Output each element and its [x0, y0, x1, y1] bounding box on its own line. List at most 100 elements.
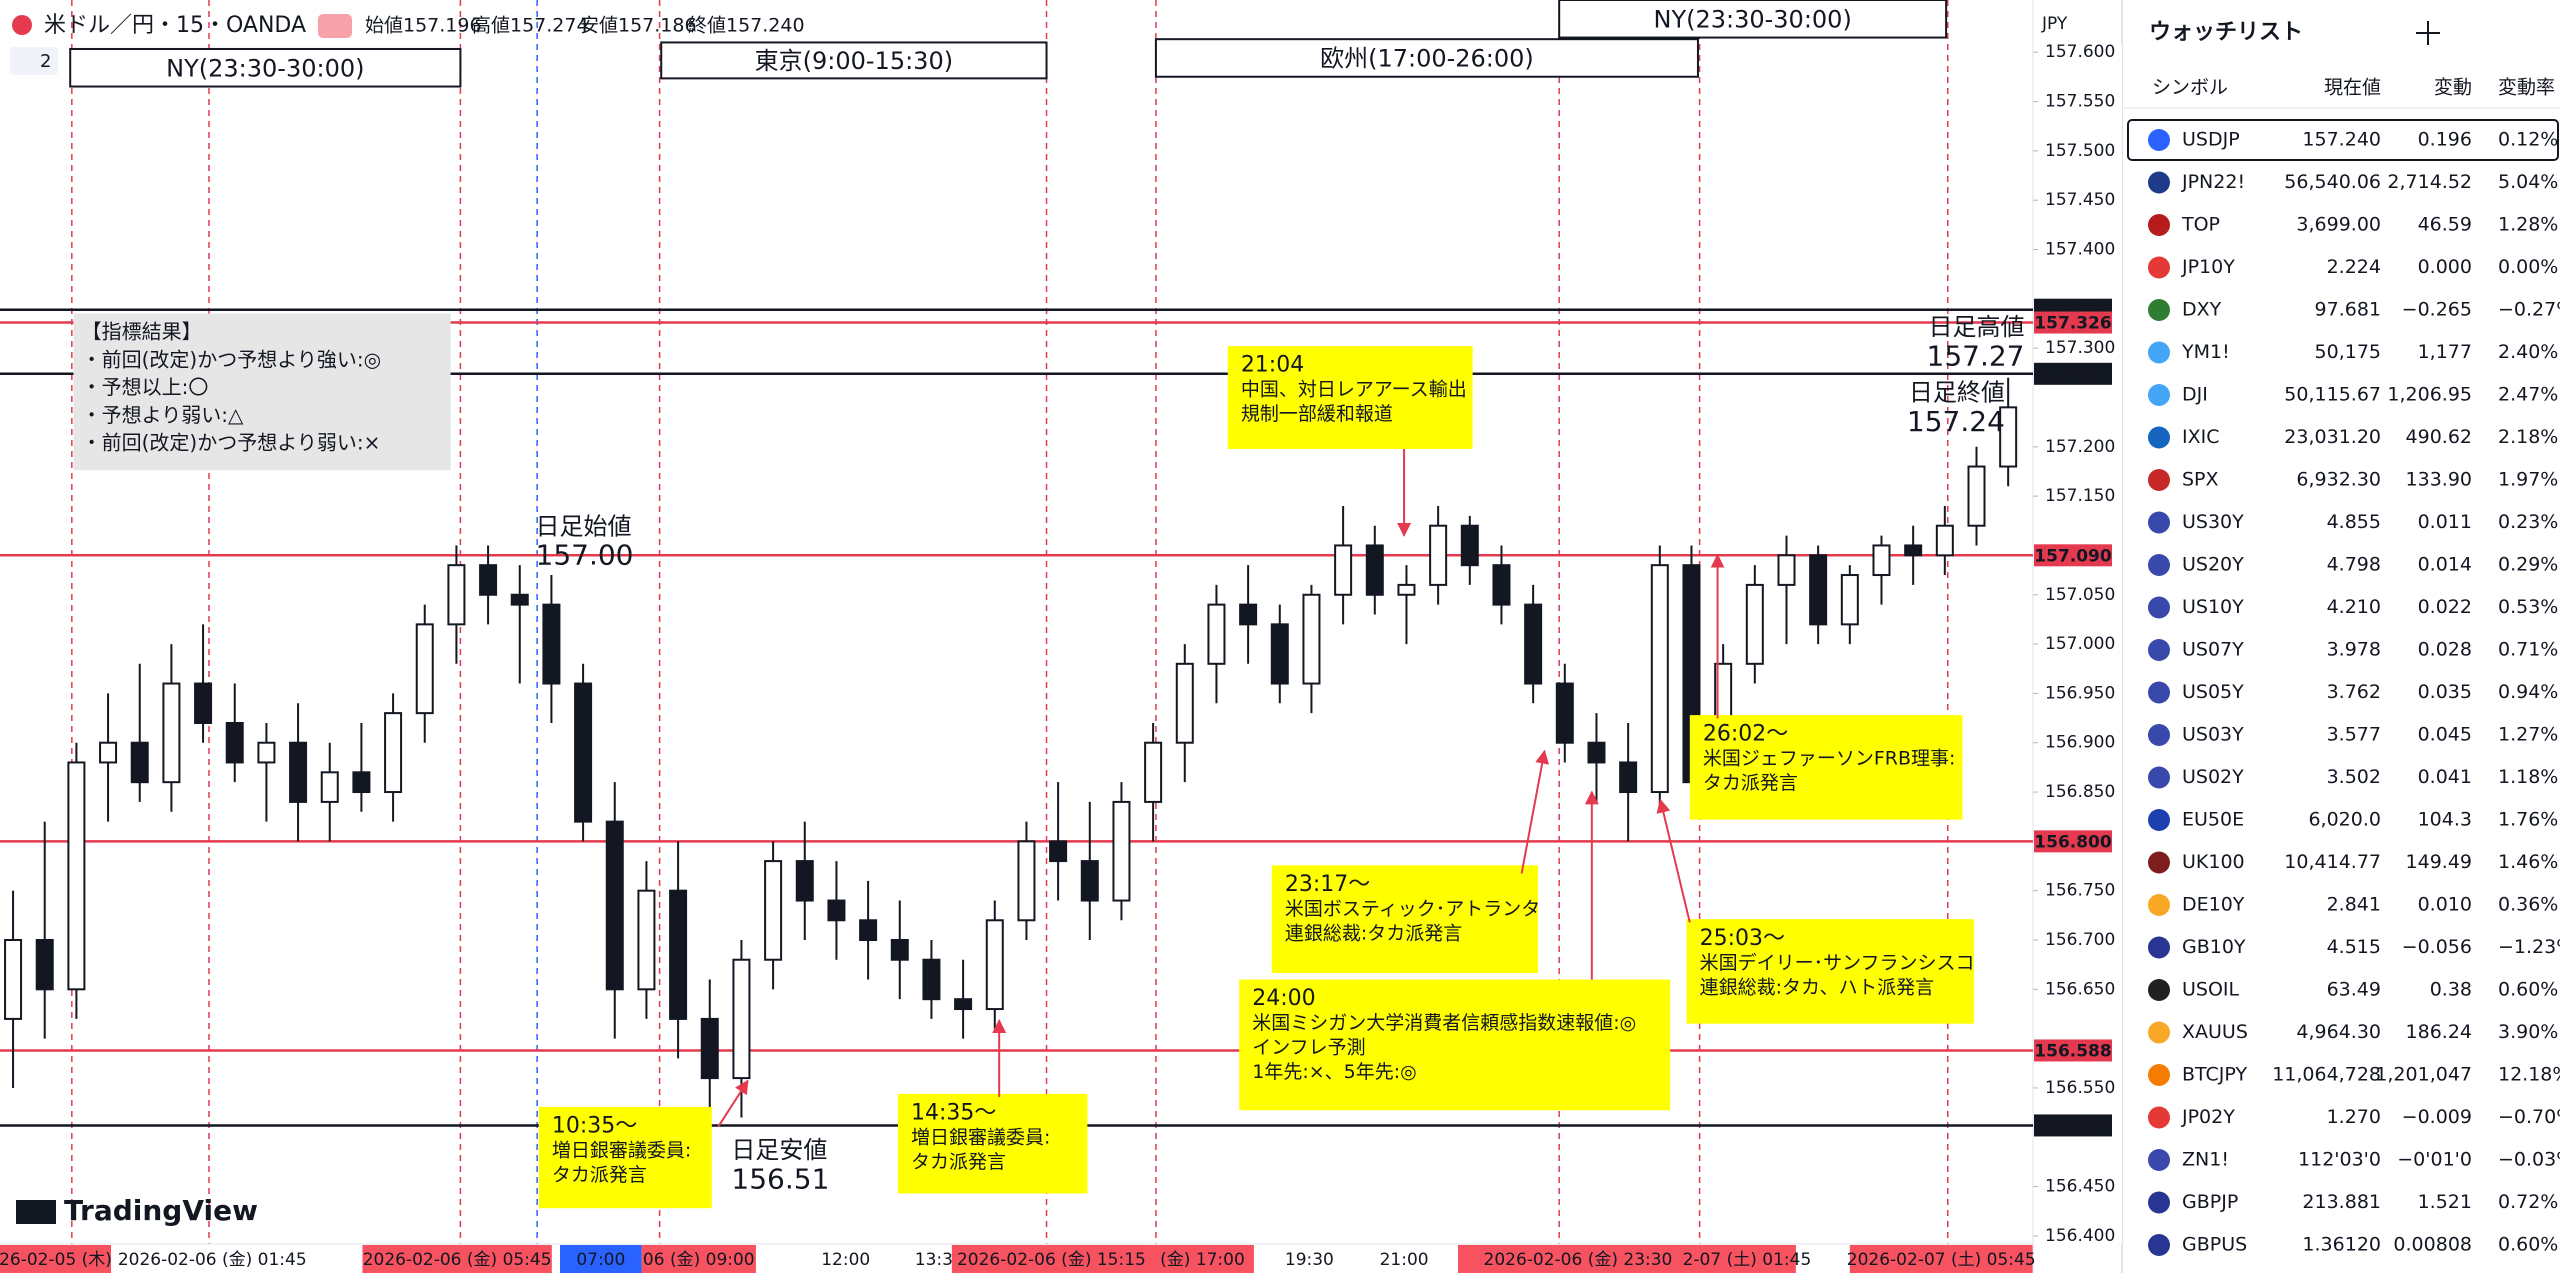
watchlist-title[interactable]: ウォッチリスト: [2149, 20, 2303, 45]
watch-symbol[interactable]: BTCJPY: [2182, 1064, 2247, 1086]
symbol-icon: [2148, 171, 2170, 194]
watch-symbol[interactable]: US03Y: [2182, 724, 2244, 746]
candle-body: [732, 958, 751, 1080]
toggle-label[interactable]: 2: [40, 51, 51, 72]
watch-price: 4.515: [2327, 936, 2381, 958]
daily-price: 157.27: [1927, 340, 2025, 373]
candle-body: [700, 1017, 719, 1080]
watch-symbol[interactable]: TOP: [2181, 214, 2220, 236]
column-header: 現在値: [2324, 77, 2381, 99]
watch-price: 157.240: [2302, 129, 2381, 151]
watch-change: −0'01'0: [2397, 1149, 2472, 1171]
watch-symbol[interactable]: SPX: [2182, 469, 2219, 491]
candle-body: [67, 761, 86, 991]
watch-price: 4.798: [2327, 554, 2381, 576]
watch-price: 3.978: [2327, 639, 2381, 661]
symbol-name: 米ドル／円・15・OANDA: [44, 13, 306, 38]
watch-pct: 2.47%: [2498, 384, 2558, 406]
watch-symbol[interactable]: UK100: [2182, 851, 2245, 873]
candle-body: [194, 682, 213, 724]
watch-symbol[interactable]: USDJP: [2182, 129, 2240, 151]
watch-price: 63.49: [2327, 979, 2381, 1001]
daily-title: 日足安値: [731, 1136, 827, 1164]
watch-symbol[interactable]: XAUUS: [2182, 1021, 2248, 1043]
candle-body: [890, 939, 909, 961]
time-highlight: [1457, 1245, 1698, 1273]
watch-change: 149.49: [2406, 851, 2472, 873]
price-tick-label: 157.500: [2045, 141, 2115, 161]
symbol-icon: [2148, 1021, 2170, 1044]
price-marker: [2034, 544, 2112, 567]
symbol-icon: [2148, 469, 2170, 491]
watch-symbol[interactable]: GBPJP: [2182, 1191, 2238, 1213]
price-tick-label: 157.200: [2045, 437, 2115, 457]
watch-symbol[interactable]: US30Y: [2182, 511, 2244, 533]
watch-symbol[interactable]: ZN1!: [2182, 1149, 2229, 1171]
watch-symbol[interactable]: GB10Y: [2182, 936, 2246, 958]
watch-change: 1,201,047: [2375, 1064, 2472, 1086]
watch-symbol[interactable]: US20Y: [2182, 554, 2244, 576]
symbol-icon: [2148, 511, 2170, 534]
price-tick-label: 157.400: [2045, 240, 2115, 260]
watch-change: −0.009: [2402, 1106, 2472, 1128]
watch-change: 0.045: [2418, 724, 2472, 746]
candle-body: [574, 682, 593, 823]
annotation-text: 米国ボスティック･アトランタ: [1285, 898, 1540, 920]
watch-symbol[interactable]: GBPUS: [2182, 1234, 2247, 1256]
watch-symbol[interactable]: US07Y: [2182, 639, 2244, 661]
watch-symbol[interactable]: YM1!: [2181, 341, 2230, 363]
watch-price: 4.855: [2327, 511, 2381, 533]
watch-pct: 3.90%: [2498, 1021, 2558, 1043]
price-marker-label: 156.512: [2034, 1116, 2111, 1136]
annotation-text: タカ派発言: [911, 1151, 1006, 1173]
candle-body: [447, 564, 466, 626]
watch-symbol[interactable]: JP02Y: [2181, 1106, 2235, 1128]
watch-change: 0.011: [2418, 511, 2472, 533]
watch-symbol[interactable]: DJI: [2182, 384, 2208, 406]
watch-change: 2,714.52: [2387, 171, 2472, 193]
symbol-icon: [2148, 1191, 2170, 1214]
watch-pct: −0.70%: [2498, 1106, 2560, 1128]
legend-line: ・予想以上:〇: [82, 375, 209, 399]
watch-symbol[interactable]: EU50E: [2182, 809, 2244, 831]
symbol-icon: [2148, 851, 2170, 874]
annotation-text: 中国、対日レアアース輸出: [1241, 379, 1467, 401]
column-header: 変動率: [2498, 77, 2555, 99]
watch-symbol[interactable]: DXY: [2182, 299, 2222, 321]
daily-title: 日足高値: [1928, 313, 2024, 341]
ohlc-value: 安値157.186: [580, 15, 697, 37]
candle-body: [1397, 583, 1416, 596]
candle-body: [1904, 544, 1923, 557]
symbol-icon: [2148, 554, 2170, 576]
watch-symbol[interactable]: US02Y: [2182, 766, 2244, 788]
watch-symbol[interactable]: JPN22!: [2181, 171, 2245, 193]
watch-change: 0.041: [2418, 766, 2472, 788]
symbol-icon: [2148, 256, 2170, 279]
ohlc-value: 終値157.240: [688, 15, 805, 37]
watch-symbol[interactable]: IXIC: [2182, 426, 2220, 448]
session-box: [1154, 38, 1699, 78]
time-label: 26-02-05 (木): [0, 1250, 112, 1270]
watch-pct: 1.27%: [2498, 724, 2558, 746]
watch-price: 50,175: [2315, 341, 2381, 363]
watch-change: 1,206.95: [2387, 384, 2472, 406]
watch-symbol[interactable]: US10Y: [2182, 596, 2244, 618]
candle-body: [1302, 593, 1321, 685]
watch-symbol[interactable]: JP10Y: [2181, 256, 2235, 278]
symbol-icon: [2148, 724, 2170, 746]
watch-change: −0.265: [2402, 299, 2472, 321]
watch-price: 4,964.30: [2296, 1021, 2381, 1043]
candle-body: [669, 889, 688, 1020]
toggle-button[interactable]: [10, 47, 58, 75]
candle-body: [1334, 544, 1353, 596]
watch-symbol[interactable]: US05Y: [2182, 681, 2244, 703]
watch-symbol[interactable]: USOIL: [2182, 979, 2240, 1001]
symbol-icon: [2148, 894, 2170, 916]
watch-symbol[interactable]: DE10Y: [2182, 894, 2245, 916]
watch-price: 213.881: [2302, 1191, 2381, 1213]
watch-change: 0.014: [2418, 554, 2472, 576]
price-marker: [2034, 362, 2112, 385]
annotation-box: [1689, 715, 1963, 820]
legend-line: ・前回(改定)かつ予想より弱い:×: [82, 431, 381, 455]
annotation-arrow: [717, 1079, 749, 1128]
